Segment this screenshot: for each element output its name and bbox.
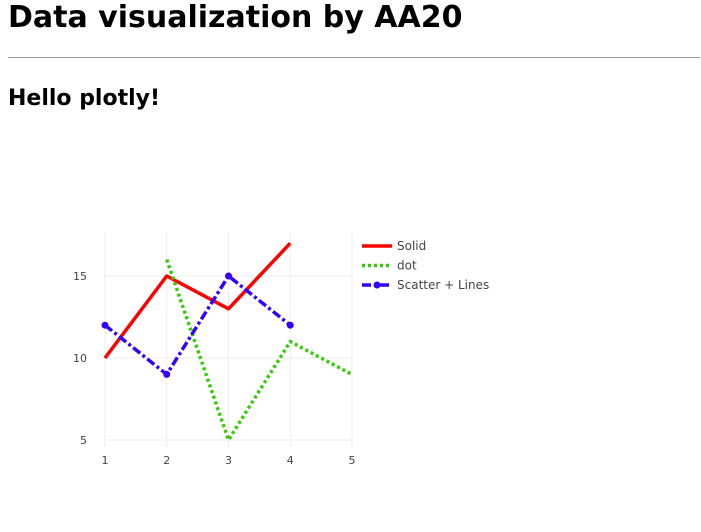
- series-point[interactable]: [286, 321, 294, 329]
- series-line-2[interactable]: [103, 274, 292, 377]
- axis-ticks: 1 2 3 4 5 5 10 15: [73, 270, 356, 467]
- page-heading: Data visualization by AA20: [8, 0, 463, 35]
- legend-label: Scatter + Lines: [397, 278, 489, 292]
- series-line-0[interactable]: [103, 242, 292, 360]
- x-tick-label: 4: [287, 454, 294, 467]
- x-tick-label: 1: [102, 454, 109, 467]
- legend-item[interactable]: Scatter + Lines: [362, 278, 489, 292]
- series-line-1[interactable]: [165, 259, 353, 442]
- legend-item[interactable]: Solid: [362, 239, 426, 253]
- legend-item[interactable]: dot: [362, 259, 417, 273]
- x-tick-label: 2: [163, 454, 170, 467]
- legend-marker: [373, 281, 381, 289]
- legend-label: dot: [397, 259, 417, 273]
- y-tick-label: 5: [80, 434, 87, 447]
- series-point[interactable]: [163, 370, 171, 378]
- series-point[interactable]: [225, 272, 232, 280]
- sub-heading: Hello plotly!: [8, 86, 161, 111]
- x-tick-label: 5: [349, 454, 356, 467]
- series-layer: [101, 242, 353, 442]
- grid-lines: [104, 232, 353, 447]
- legend[interactable]: Solid dot Scatter + Lines: [362, 239, 489, 292]
- divider: [8, 57, 700, 58]
- y-tick-label: 15: [73, 270, 87, 283]
- series-point[interactable]: [101, 321, 109, 329]
- y-tick-label: 10: [73, 352, 87, 365]
- x-tick-label: 3: [225, 454, 232, 467]
- legend-label: Solid: [397, 239, 426, 253]
